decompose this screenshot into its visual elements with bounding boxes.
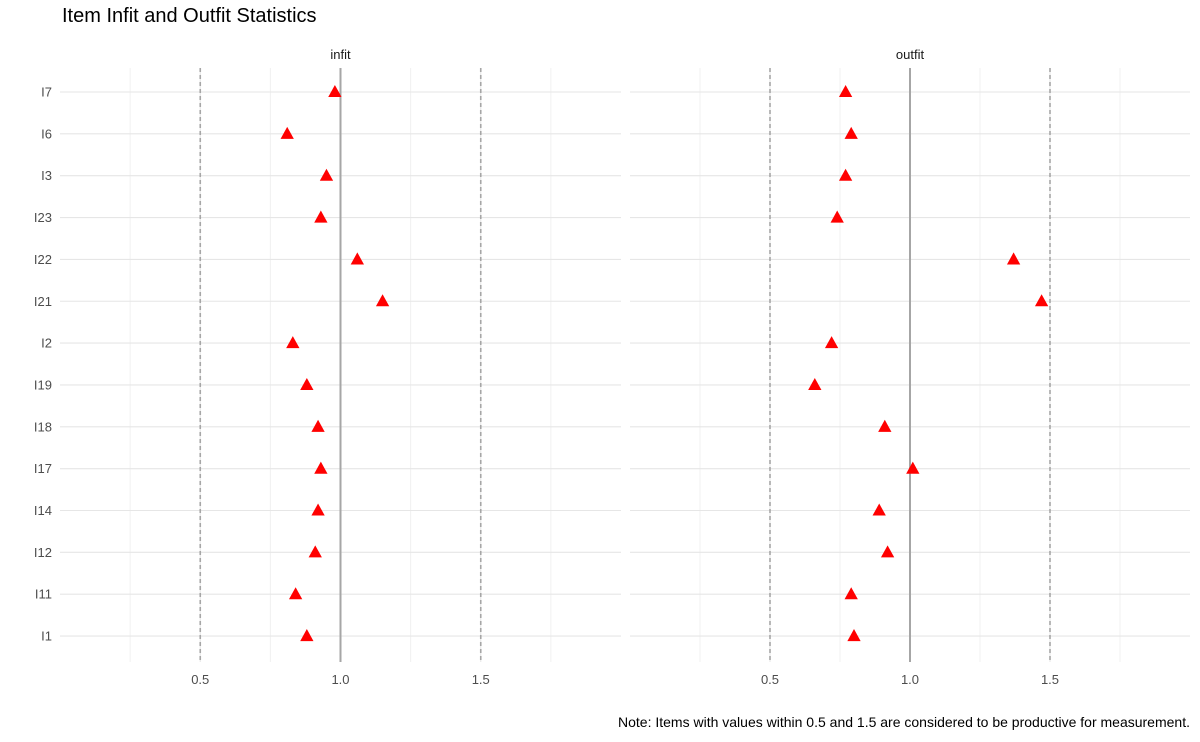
data-point-infit-i2	[286, 336, 300, 349]
data-point-infit-i21	[375, 294, 390, 307]
data-point-outfit-i2	[824, 336, 839, 349]
data-point-outfit-i17	[906, 461, 920, 474]
data-point-outfit-i14	[872, 503, 886, 516]
x-tick-label: 1.0	[331, 672, 349, 687]
data-point-outfit-i11	[844, 587, 858, 600]
facet-panel-infit: infit 0.5 1.0 1.5	[60, 47, 621, 687]
y-tick-label: I1	[41, 629, 52, 644]
facet-label-outfit: outfit	[896, 47, 925, 62]
y-tick-label: I19	[34, 377, 52, 392]
y-tick-label: I7	[41, 85, 52, 100]
data-point-infit-i14	[311, 503, 325, 516]
facet-panel-outfit: outfit 0.5 1.0 1.5	[630, 47, 1190, 687]
y-axis: I7 I6 I3 I23 I22 I21 I2 I19 I18 I17 I14 I12 I11 I1	[34, 85, 52, 644]
data-point-infit-i6	[280, 126, 294, 139]
data-point-outfit-i18	[878, 419, 892, 432]
data-point-infit-i3	[319, 168, 334, 181]
data-point-outfit-i7	[838, 85, 853, 98]
y-tick-label: I18	[34, 419, 52, 434]
y-tick-label: I23	[34, 210, 52, 225]
y-tick-label: I22	[34, 252, 52, 267]
chart-title: Item Infit and Outfit Statistics	[62, 5, 317, 27]
data-point-infit-i17	[314, 461, 328, 474]
y-tick-label: I11	[35, 587, 52, 602]
x-tick-label: 1.5	[1041, 672, 1059, 687]
x-tick-label: 0.5	[761, 672, 779, 687]
data-point-outfit-i3	[838, 168, 853, 181]
data-point-outfit-i23	[830, 210, 844, 223]
data-point-outfit-i1	[847, 629, 861, 642]
y-tick-label: I2	[41, 336, 52, 351]
y-tick-label: I17	[34, 461, 52, 476]
data-point-infit-i22	[350, 252, 364, 265]
y-tick-label: I3	[41, 168, 52, 183]
x-tick-label: 1.0	[901, 672, 919, 687]
data-point-infit-i1	[300, 629, 314, 642]
y-tick-label: I12	[34, 545, 52, 560]
y-tick-label: I21	[34, 294, 52, 309]
data-point-outfit-i19	[808, 377, 822, 390]
data-point-infit-i23	[314, 210, 328, 223]
chart-caption: Note: Items with values within 0.5 and 1…	[618, 714, 1190, 730]
y-tick-label: I14	[34, 503, 52, 518]
data-point-outfit-i22	[1006, 252, 1021, 265]
data-point-infit-i11	[288, 587, 303, 600]
facet-label-infit: infit	[330, 47, 351, 62]
data-point-infit-i19	[300, 377, 314, 390]
data-point-outfit-i12	[880, 545, 895, 558]
data-point-outfit-i21	[1034, 294, 1049, 307]
data-point-infit-i18	[311, 419, 325, 432]
data-point-outfit-i6	[844, 126, 858, 139]
data-point-infit-i7	[328, 85, 342, 98]
x-tick-label: 1.5	[472, 672, 490, 687]
y-tick-label: I6	[41, 126, 52, 141]
data-point-infit-i12	[308, 545, 322, 558]
x-tick-label: 0.5	[191, 672, 209, 687]
